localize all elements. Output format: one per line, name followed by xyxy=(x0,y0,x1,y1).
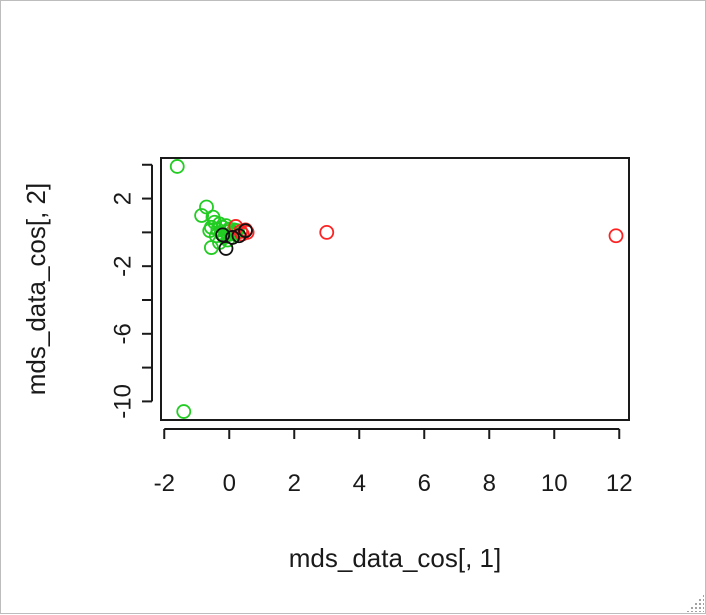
y-tick-label: 2 xyxy=(109,192,136,205)
data-point xyxy=(203,240,219,255)
x-tick-label: 8 xyxy=(483,470,496,497)
data-point xyxy=(215,227,231,243)
data-point xyxy=(218,241,234,256)
x-tick-label: 10 xyxy=(541,470,568,497)
data-point xyxy=(225,230,240,245)
data-point xyxy=(319,224,335,240)
x-tick-label: 2 xyxy=(288,470,301,497)
data-points xyxy=(169,159,624,419)
x-tick-label: 4 xyxy=(353,470,366,497)
plot-box xyxy=(160,157,630,421)
x-tick-label: 6 xyxy=(418,470,431,497)
data-point xyxy=(608,228,624,244)
data-point xyxy=(176,404,192,419)
data-point xyxy=(199,199,214,215)
y-tick-label: -6 xyxy=(109,323,136,344)
x-tick-label: 12 xyxy=(606,470,633,497)
data-point xyxy=(169,159,185,174)
x-tick-label: 0 xyxy=(223,470,236,497)
data-point xyxy=(194,208,210,223)
y-tick-label: -2 xyxy=(109,256,136,277)
y-tick-label: -10 xyxy=(109,384,136,419)
data-point xyxy=(231,228,247,244)
x-axis-title: mds_data_cos[, 1] xyxy=(289,543,501,573)
data-point xyxy=(202,223,218,239)
x-tick-label: -2 xyxy=(154,470,175,497)
x-axis: -2 0 2 4 6 8 10 12 xyxy=(154,428,633,497)
y-axis-title: mds_data_cos[, 2] xyxy=(21,183,51,395)
y-axis: -10 -6 -2 2 xyxy=(109,163,153,419)
